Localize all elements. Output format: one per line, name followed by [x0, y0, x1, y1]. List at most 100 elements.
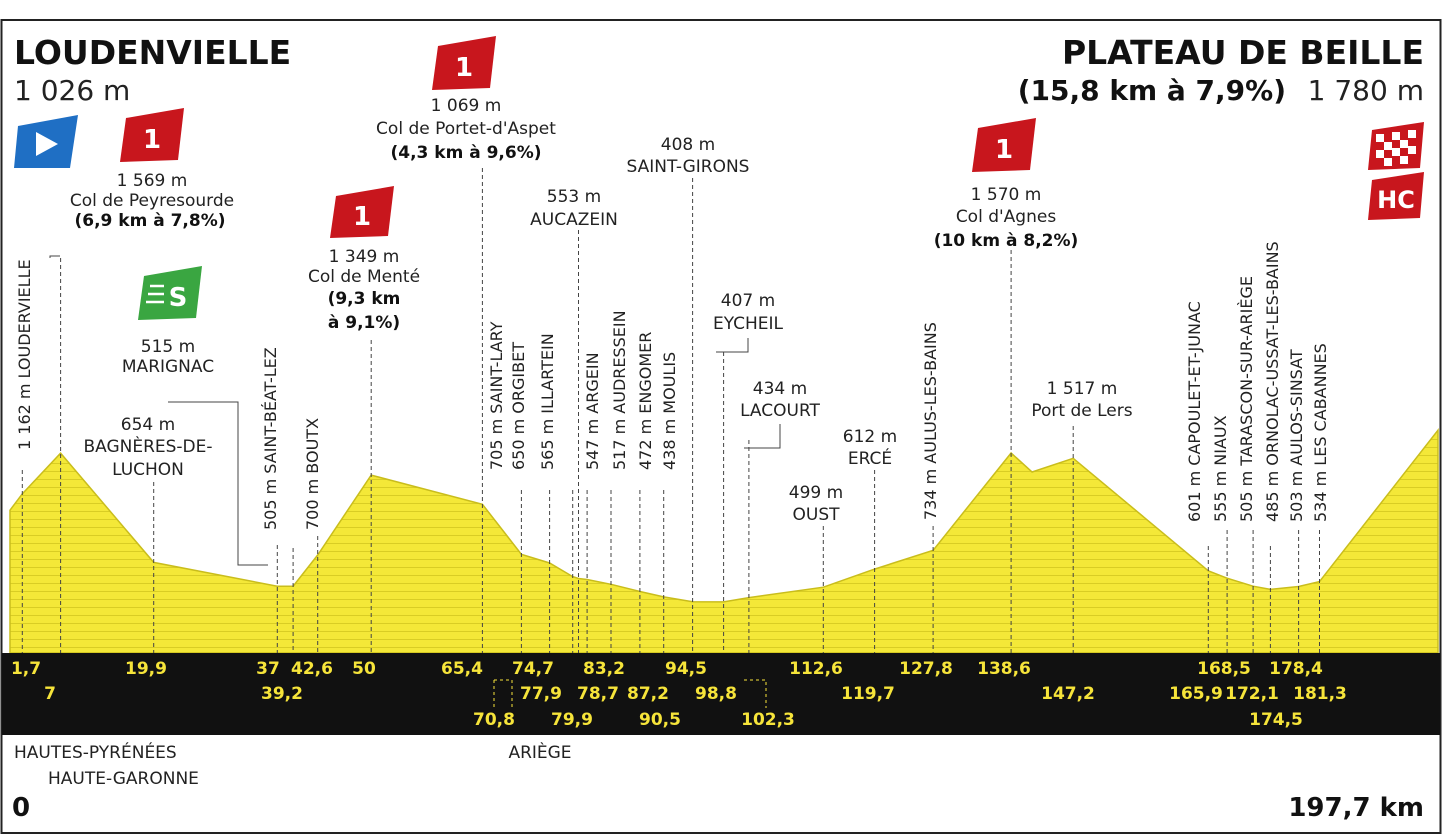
- mente-detail-1: (9,3 km: [328, 289, 401, 309]
- km-label: 74,7: [512, 659, 554, 679]
- km-label: 39,2: [261, 684, 303, 704]
- erce-name: ERCÉ: [848, 447, 892, 469]
- km-label: 174,5: [1249, 710, 1303, 730]
- erce-altitude: 612 m: [843, 427, 897, 447]
- vertical-place-labels: 1 162 m LOUDERVIELLE 505 m SAINT-BÉAT-LE…: [15, 241, 1330, 530]
- marignac-name: MARIGNAC: [122, 357, 214, 377]
- km-row-1: 1,7 19,9 37 42,6 50 65,4 74,7 83,2 94,5 …: [11, 659, 1323, 679]
- vlabel-ornolac: 485 m ORNOLAC-USSAT-LES-BAINS: [1263, 241, 1282, 522]
- svg-text:1: 1: [353, 202, 371, 232]
- region-border-marker: [744, 679, 767, 708]
- km-label: 70,8: [473, 710, 515, 730]
- km-label: 87,2: [627, 684, 669, 704]
- vlabel-cabannes: 534 m LES CABANNES: [1311, 343, 1330, 522]
- svg-text:1: 1: [143, 125, 161, 155]
- km-label: 78,7: [577, 684, 619, 704]
- km-label: 138,6: [977, 659, 1031, 679]
- agnes-name: Col d'Agnes: [956, 207, 1057, 227]
- svg-text:1: 1: [995, 135, 1013, 165]
- leader-elbow: [716, 338, 749, 353]
- vlabel-aulos: 503 m AULOS-SINSAT: [1287, 349, 1306, 522]
- vlabel-audressein: 517 m AUDRESSEIN: [610, 310, 629, 470]
- oust-altitude: 499 m: [789, 483, 843, 503]
- start-flag-icon: [14, 115, 78, 168]
- region-ariege: ARIÈGE: [508, 741, 571, 763]
- km-label: 83,2: [583, 659, 625, 679]
- svg-text:S: S: [169, 283, 188, 313]
- chart-border: [0, 19, 1442, 834]
- mente-altitude: 1 349 m: [329, 247, 400, 267]
- vlabel-capoulet: 601 m CAPOULET-ET-JUNAC: [1185, 301, 1204, 522]
- vlabel-tarascon: 505 m TARASCON-SUR-ARIÈGE: [1237, 276, 1256, 522]
- leader-elbow: [49, 255, 60, 258]
- vlabel-orgibet: 650 m ORGIBET: [509, 342, 528, 470]
- finish-altitude: 1 780 m: [1308, 74, 1424, 107]
- km-label: 79,9: [551, 710, 593, 730]
- climb-badge-mente: 1: [330, 186, 394, 238]
- agnes-altitude: 1 570 m: [971, 185, 1042, 205]
- portet-name: Col de Portet-d'Aspet: [376, 119, 556, 139]
- km-label: 112,6: [789, 659, 843, 679]
- total-distance: 197,7 km: [1288, 793, 1424, 823]
- vlabel-boutx: 700 m BOUTX: [303, 418, 322, 530]
- climb-badge-agnes: 1: [972, 118, 1036, 172]
- start-name: LOUDENVIELLE: [14, 33, 291, 72]
- region-haute-garonne: HAUTE-GARONNE: [48, 769, 199, 789]
- km-label: 172,1: [1225, 684, 1279, 704]
- start-altitude: 1 026 m: [14, 74, 130, 107]
- leader-elbow: [168, 401, 268, 566]
- km-label: 165,9: [1169, 684, 1223, 704]
- lacourt-name: LACOURT: [740, 401, 820, 421]
- aucazein-altitude: 553 m: [547, 187, 601, 207]
- finish-climb: (15,8 km à 7,9%): [1018, 74, 1286, 107]
- sprint-badge-icon: S: [138, 266, 202, 320]
- vlabel-moulis: 438 m MOULIS: [660, 352, 679, 470]
- km-label: 181,3: [1293, 684, 1347, 704]
- km-label: 50: [352, 659, 376, 679]
- climb-badge-portet: 1: [432, 36, 496, 90]
- km-label: 65,4: [441, 659, 483, 679]
- km-label: 1,7: [11, 659, 41, 679]
- luchon-name-1: BAGNÈRES-DE-: [83, 435, 212, 457]
- km-label: 102,3: [741, 710, 795, 730]
- profile-area: [9, 428, 1439, 654]
- oust-name: OUST: [793, 505, 841, 525]
- marignac-altitude: 515 m: [141, 337, 195, 357]
- region-hautes-pyrenees: HAUTES-PYRÉNÉES: [14, 741, 177, 763]
- vlabel-saint-beat: 505 m SAINT-BÉAT-LEZ: [261, 347, 280, 530]
- vlabel-argein: 547 m ARGEIN: [583, 352, 602, 470]
- vlabel-illartein: 565 m ILLARTEIN: [538, 333, 557, 470]
- aucazein-name: AUCAZEIN: [530, 210, 618, 230]
- finish-hc-badge: HC: [1368, 172, 1424, 220]
- km-label: 147,2: [1041, 684, 1095, 704]
- luchon-name-2: LUCHON: [112, 460, 184, 480]
- km-label: 77,9: [520, 684, 562, 704]
- km-label: 90,5: [639, 710, 681, 730]
- agnes-detail: (10 km à 8,2%): [934, 231, 1079, 251]
- peyresourde-altitude: 1 569 m: [117, 171, 188, 191]
- km-label: 37: [256, 659, 280, 679]
- km-row-3: 70,8 79,9 90,5 102,3 174,5: [473, 710, 1303, 730]
- lacourt-altitude: 434 m: [753, 379, 807, 399]
- km-label: 119,7: [841, 684, 895, 704]
- vlabel-niaux: 555 m NIAUX: [1211, 415, 1230, 522]
- region-border-marker: [493, 679, 513, 708]
- peyresourde-detail: (6,9 km à 7,8%): [74, 211, 225, 231]
- portet-detail: (4,3 km à 9,6%): [390, 143, 541, 163]
- km-label: 127,8: [899, 659, 953, 679]
- portet-altitude: 1 069 m: [431, 96, 502, 116]
- climb-badge-peyresourde: 1: [120, 108, 184, 162]
- saint-girons-altitude: 408 m: [661, 135, 715, 155]
- finish-name: PLATEAU DE BEILLE: [1062, 33, 1424, 72]
- start-km: 0: [12, 793, 30, 823]
- leader-elbow: [744, 424, 781, 449]
- saint-girons-name: SAINT-GIRONS: [627, 157, 750, 177]
- km-label: 168,5: [1197, 659, 1251, 679]
- svg-text:HC: HC: [1377, 186, 1415, 214]
- svg-text:1: 1: [455, 53, 473, 83]
- vlabel-saint-lary: 705 m SAINT-LARY: [487, 321, 506, 470]
- km-band: [2, 653, 1440, 735]
- eycheil-altitude: 407 m: [721, 291, 775, 311]
